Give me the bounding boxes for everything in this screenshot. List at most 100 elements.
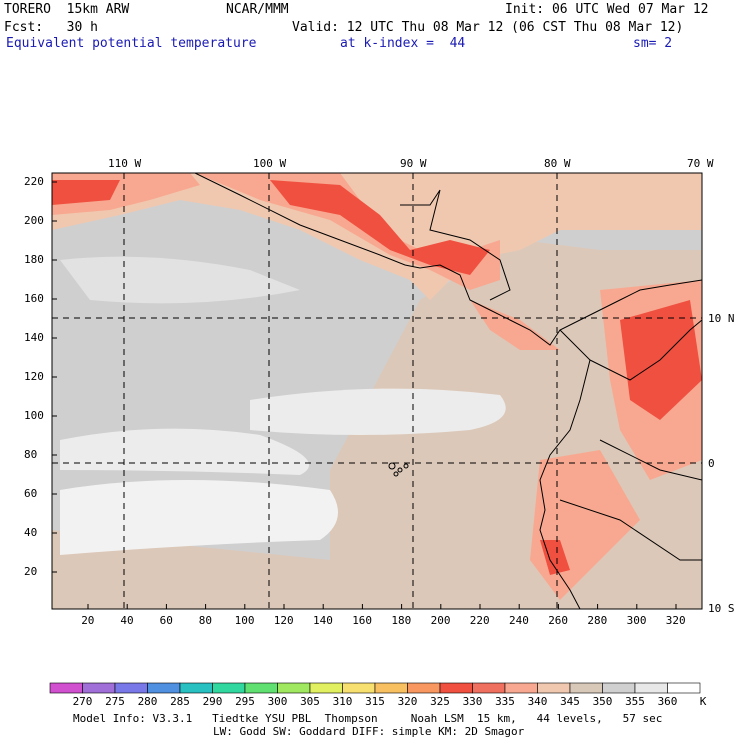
colorbar-swatch bbox=[49, 682, 83, 694]
smoothing-info: sm= 2 bbox=[633, 36, 673, 51]
colorbar-swatch bbox=[439, 682, 473, 694]
lon-label-110w: 110 W bbox=[108, 157, 142, 170]
bottom-tick-label: 100 bbox=[234, 614, 255, 627]
colorbar-swatch bbox=[504, 682, 538, 694]
left-tick-label: 140 bbox=[24, 331, 44, 344]
colorbar-tick-label: 320 bbox=[397, 695, 418, 708]
colorbar-tick-label: 340 bbox=[527, 695, 548, 708]
bottom-tick-label: 140 bbox=[313, 614, 333, 627]
colorbar-swatch bbox=[374, 682, 408, 694]
lon-label-90w: 90 W bbox=[400, 157, 427, 170]
bottom-tick-label: 20 bbox=[81, 614, 95, 627]
colorbar-tick-label: 330 bbox=[462, 695, 483, 708]
forecast-hour: Fcst: 30 h bbox=[4, 20, 98, 35]
left-tick-label: 80 bbox=[24, 448, 38, 461]
field-red-peru bbox=[540, 540, 570, 575]
colorbar-swatch bbox=[342, 682, 376, 694]
colorbar-tick-label: 325 bbox=[430, 695, 450, 708]
field-red-colombia bbox=[620, 300, 702, 420]
left-tick-label: 220 bbox=[24, 175, 44, 188]
coastline-pacific bbox=[194, 173, 702, 346]
colorbar-swatch bbox=[634, 682, 668, 694]
colorbar-tick-label: 275 bbox=[105, 695, 125, 708]
colorbar-tick-label: 270 bbox=[72, 695, 93, 708]
lat-label-10n: 10 N bbox=[708, 312, 735, 325]
left-tick-label: 20 bbox=[24, 565, 38, 578]
colorbar-swatch bbox=[537, 682, 571, 694]
left-tick-label: 120 bbox=[24, 370, 44, 383]
colorbar-tick-label: 285 bbox=[170, 695, 190, 708]
colorbar-tick-label: 350 bbox=[592, 695, 613, 708]
colorbar-swatch bbox=[179, 682, 213, 694]
field-name: Equivalent potential temperature bbox=[6, 36, 257, 51]
bottom-tick-label: 180 bbox=[391, 614, 412, 627]
map-field bbox=[52, 173, 702, 609]
bottom-tick-label: 80 bbox=[198, 614, 213, 627]
colorbar-swatch bbox=[309, 682, 343, 694]
colorbar-swatch bbox=[82, 682, 116, 694]
colorbar-tick-label: 345 bbox=[560, 695, 580, 708]
bottom-tick-label: 160 bbox=[352, 614, 373, 627]
field-salmon-panama bbox=[470, 300, 560, 350]
left-tick-label: 180 bbox=[24, 253, 44, 266]
bottom-tick-label: 120 bbox=[273, 614, 294, 627]
model-info-line1: Model Info: V3.3.1 Tiedtke YSU PBL Thomp… bbox=[73, 712, 663, 725]
left-tick-label: 160 bbox=[24, 292, 44, 305]
left-tick-label: 200 bbox=[24, 214, 44, 227]
init-time: Init: 06 UTC Wed 07 Mar 12 bbox=[505, 2, 709, 17]
colorbar-swatch bbox=[212, 682, 246, 694]
field-red-nw bbox=[52, 180, 120, 205]
colorbar-swatch bbox=[277, 682, 311, 694]
bottom-tick-label: 260 bbox=[548, 614, 569, 627]
colorbar-tick-label: 300 bbox=[267, 695, 288, 708]
level-info: at k-index = 44 bbox=[340, 36, 466, 51]
colorbar-tick-label: 295 bbox=[235, 695, 255, 708]
colorbar-tick-label: 290 bbox=[202, 695, 223, 708]
axis-ticks bbox=[52, 181, 677, 609]
colorbar-swatch bbox=[602, 682, 636, 694]
valid-time: Valid: 12 UTC Thu 08 Mar 12 (06 CST Thu … bbox=[292, 20, 684, 35]
colorbar-swatch bbox=[114, 682, 148, 694]
lat-label-10s: 10 S bbox=[708, 602, 735, 615]
left-tick-label: 40 bbox=[24, 526, 38, 539]
colorbar-swatch bbox=[667, 682, 701, 694]
colorbar-tick-label: 360 bbox=[657, 695, 678, 708]
colorbar-tick-label: 315 bbox=[365, 695, 385, 708]
bottom-tick-label: 40 bbox=[120, 614, 134, 627]
bottom-tick-label: 300 bbox=[626, 614, 647, 627]
colorbar-tick-label: 355 bbox=[625, 695, 645, 708]
left-tick-label: 60 bbox=[24, 487, 38, 500]
colorbar-tick-label: 310 bbox=[332, 695, 353, 708]
colorbar-swatch bbox=[147, 682, 181, 694]
left-tick-label: 100 bbox=[24, 409, 44, 422]
colorbar-unit: K bbox=[699, 695, 707, 708]
colorbar-swatch bbox=[569, 682, 603, 694]
bottom-tick-label: 320 bbox=[665, 614, 686, 627]
colorbar-swatch bbox=[472, 682, 506, 694]
colorbar-swatch bbox=[244, 682, 278, 694]
field-red-mexico bbox=[270, 180, 490, 275]
center-name: NCAR/MMM bbox=[226, 2, 289, 17]
bottom-tick-label: 280 bbox=[587, 614, 608, 627]
lon-label-80w: 80 W bbox=[544, 157, 571, 170]
graticule bbox=[52, 173, 702, 609]
lon-label-100w: 100 W bbox=[253, 157, 287, 170]
country-borders bbox=[559, 319, 702, 561]
colorbar-swatch bbox=[407, 682, 441, 694]
colorbar-tick-label: 305 bbox=[300, 695, 320, 708]
bottom-tick-label: 220 bbox=[469, 614, 490, 627]
bottom-tick-label: 240 bbox=[509, 614, 529, 627]
coastline-caribbean bbox=[400, 189, 511, 301]
bottom-tick-label: 60 bbox=[159, 614, 173, 627]
bottom-tick-label: 200 bbox=[430, 614, 451, 627]
colorbar bbox=[49, 682, 701, 694]
lat-label-0: 0 bbox=[708, 457, 715, 470]
field-light-band-1 bbox=[60, 256, 300, 304]
colorbar-tick-label: 335 bbox=[495, 695, 515, 708]
colorbar-tick-label: 280 bbox=[137, 695, 158, 708]
map-frame bbox=[51, 172, 703, 610]
model-info-line2: LW: Godd SW: Goddard DIFF: simple KM: 2D… bbox=[213, 725, 525, 738]
lon-label-70w: 70 W bbox=[687, 157, 714, 170]
galapagos-islands bbox=[388, 462, 409, 477]
